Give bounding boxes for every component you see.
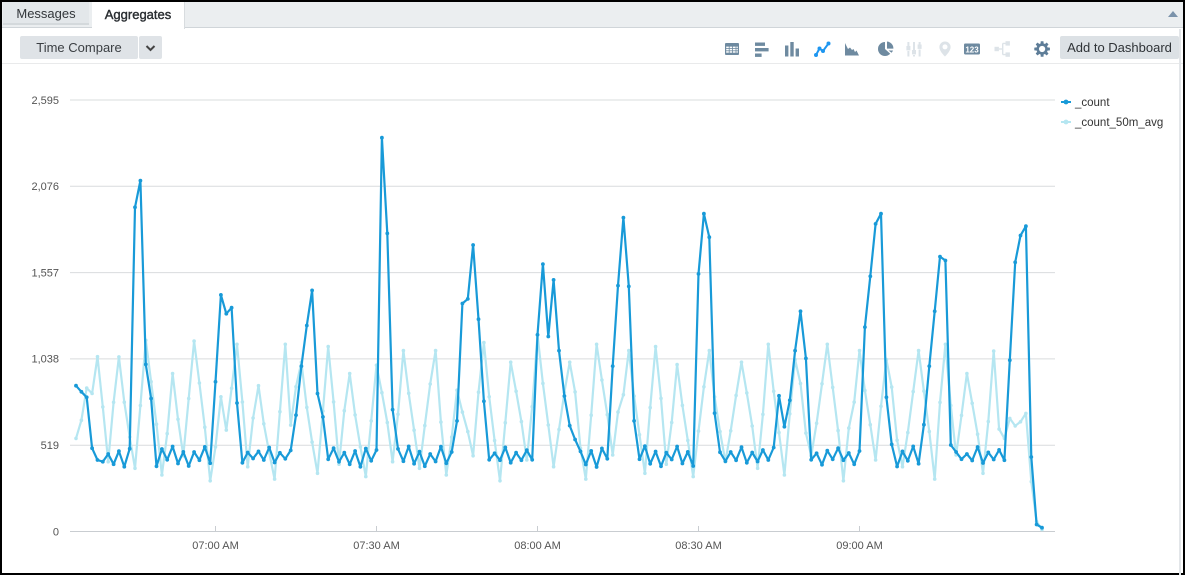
svg-text:07:30 AM: 07:30 AM xyxy=(353,540,399,552)
svg-text:07:00 AM: 07:00 AM xyxy=(192,540,238,552)
svg-text:09:00 AM: 09:00 AM xyxy=(836,540,882,552)
svg-text:08:00 AM: 08:00 AM xyxy=(514,540,560,552)
svg-text:1,557: 1,557 xyxy=(31,267,59,279)
svg-text:_count: _count xyxy=(1074,97,1110,109)
svg-text:2,076: 2,076 xyxy=(31,181,59,193)
svg-text:123: 123 xyxy=(965,45,979,54)
svg-text:519: 519 xyxy=(41,440,59,452)
svg-text:2,595: 2,595 xyxy=(31,95,59,107)
svg-text:0: 0 xyxy=(53,526,59,538)
svg-text:_count_50m_avg: _count_50m_avg xyxy=(1074,117,1163,129)
svg-text:08:30 AM: 08:30 AM xyxy=(675,540,721,552)
svg-text:1,038: 1,038 xyxy=(31,354,59,366)
